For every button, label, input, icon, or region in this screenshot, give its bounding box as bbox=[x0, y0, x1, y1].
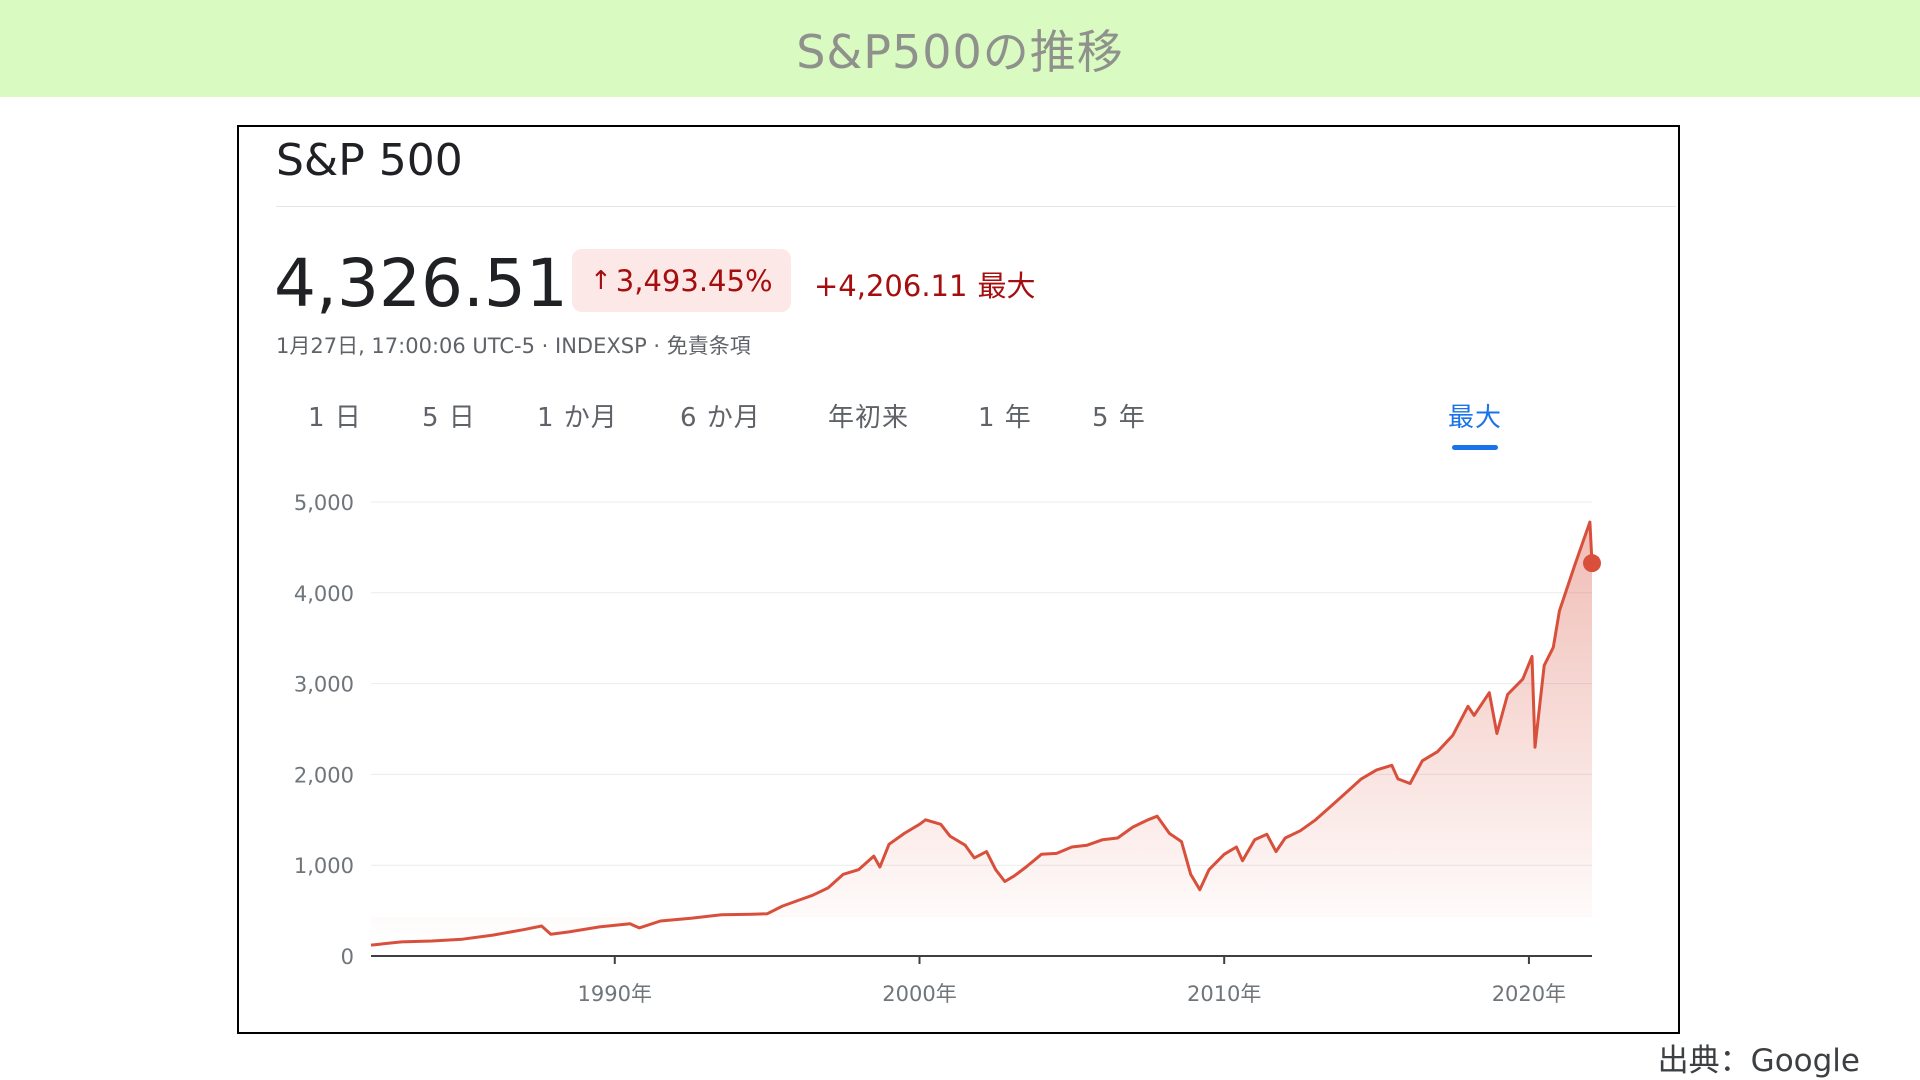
source-note: 出典：Google bbox=[1657, 1043, 1860, 1079]
banner-title: S&P500の推移 bbox=[796, 24, 1124, 79]
x-tick-label: 2010年 bbox=[1187, 982, 1261, 1006]
series-line bbox=[370, 520, 1594, 947]
change-range-label: 最大 bbox=[977, 269, 1036, 303]
y-tick-label: 2,000 bbox=[294, 763, 354, 787]
tab-ytd[interactable]: 年初来 bbox=[828, 403, 910, 433]
price-chart[interactable]: 5,000 4,000 3,000 2,000 1,000 0 1990年 2000年 201… bbox=[239, 127, 1680, 1034]
tab-5d[interactable]: 5 日 bbox=[422, 403, 476, 433]
series-area bbox=[371, 522, 1592, 946]
range-tabs: 1 日 5 日 1 か月 6 か月 年初来 1 年 5 年 最大 bbox=[239, 397, 1678, 467]
change-percent-badge: ↑ 3,493.45% bbox=[572, 249, 791, 312]
tab-max-underline bbox=[1452, 445, 1498, 450]
arrow-up-icon: ↑ bbox=[590, 265, 612, 296]
header-banner: S&P500の推移 bbox=[0, 0, 1920, 97]
tab-1d[interactable]: 1 日 bbox=[308, 403, 362, 433]
y-tick-label: 0 bbox=[341, 945, 354, 969]
y-tick-label: 1,000 bbox=[294, 854, 354, 878]
tab-1y[interactable]: 1 年 bbox=[978, 403, 1032, 433]
price-meta: 1月27日, 17:00:06 UTC-5 · INDEXSP · 免責条項 bbox=[276, 334, 751, 358]
x-tick-label: 2020年 bbox=[1492, 982, 1566, 1006]
stock-name: S&P 500 bbox=[276, 135, 463, 186]
change-percent: 3,493.45% bbox=[615, 263, 773, 298]
y-tick-label: 3,000 bbox=[294, 673, 354, 697]
y-tick-label: 4,000 bbox=[294, 582, 354, 606]
tab-6m[interactable]: 6 か月 bbox=[680, 403, 761, 433]
change-absolute: +4,206.11 最大 bbox=[814, 263, 1035, 305]
current-price: 4,326.51 bbox=[274, 245, 568, 322]
tab-max[interactable]: 最大 bbox=[1448, 403, 1503, 433]
x-tick-label: 1990年 bbox=[578, 982, 652, 1006]
divider bbox=[276, 206, 1676, 207]
change-absolute-value: +4,206.11 bbox=[814, 269, 968, 303]
tab-1m[interactable]: 1 か月 bbox=[537, 403, 618, 433]
x-tick-label: 2000年 bbox=[882, 982, 956, 1006]
stock-widget: S&P 500 4,326.51 ↑ 3,493.45% +4,206.11 最大… bbox=[237, 125, 1680, 1034]
y-tick-label: 5,000 bbox=[294, 491, 354, 515]
current-value-point bbox=[1583, 554, 1601, 573]
tab-5y[interactable]: 5 年 bbox=[1092, 403, 1146, 433]
